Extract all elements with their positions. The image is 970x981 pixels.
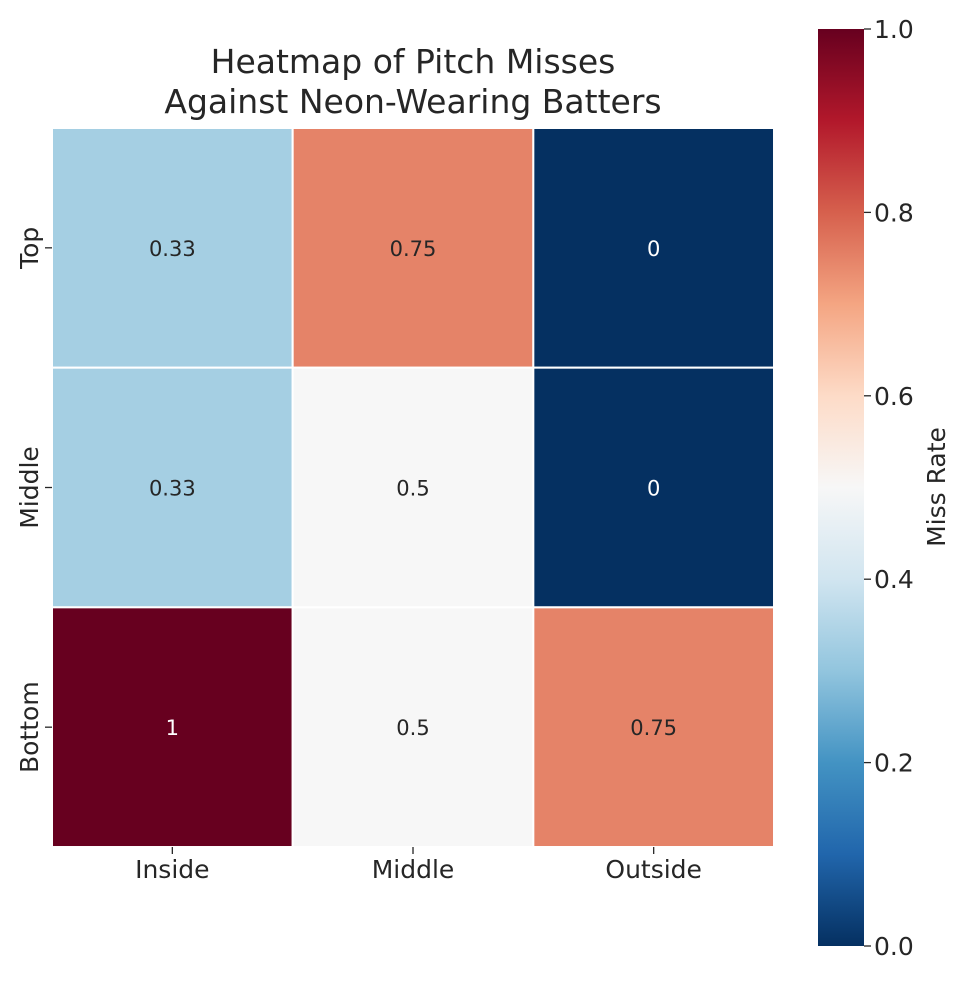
heatmap-cell <box>291 606 535 849</box>
x-tick-label: Inside <box>135 855 209 884</box>
heatmap-cell <box>291 127 535 369</box>
colorbar-scale <box>818 29 864 946</box>
cell-value-label: 0.33 <box>149 477 196 501</box>
cell-value-label: 0.75 <box>390 237 437 261</box>
cell-value-label: 1 <box>166 716 179 740</box>
colorbar-tick-label: 0.4 <box>874 565 914 594</box>
cell-value-label: 0.75 <box>630 716 677 740</box>
cell-value-label: 0.5 <box>396 716 429 740</box>
colorbar-label: Miss Rate <box>922 427 951 547</box>
y-tick-label: Bottom <box>15 681 44 773</box>
colorbar-tick-label: 0.0 <box>874 932 914 961</box>
colorbar-tick-label: 0.8 <box>874 198 914 227</box>
y-tick-label: Middle <box>15 446 44 529</box>
colorbar: 0.0 0.2 0.4 0.6 0.8 1.0 Miss Rate <box>818 15 951 961</box>
colorbar-tick-label: 1.0 <box>874 15 914 44</box>
chart-title-line-1: Heatmap of Pitch Misses <box>211 42 616 81</box>
cell-value-label: 0 <box>647 237 660 261</box>
x-tick-label: Outside <box>605 855 702 884</box>
heatmap-cell <box>532 127 776 369</box>
y-tick-label: Top <box>15 227 44 270</box>
x-tick-label: Middle <box>372 855 455 884</box>
chart-title-line-2: Against Neon-Wearing Batters <box>164 82 661 121</box>
heatmap-cell <box>532 366 776 609</box>
heatmap-cell <box>51 366 294 609</box>
heatmap-cell-labels: 0.33 0.75 0 0.33 0.5 0 1 0.5 0.75 <box>149 237 677 740</box>
cell-value-label: 0.33 <box>149 237 196 261</box>
heatmap-cell <box>291 366 535 609</box>
colorbar-ticks: 0.0 0.2 0.4 0.6 0.8 1.0 <box>864 15 914 961</box>
colorbar-tick-label: 0.6 <box>874 382 914 411</box>
colorbar-tick-label: 0.2 <box>874 749 914 778</box>
heatmap-cell <box>51 127 294 369</box>
cell-value-label: 0 <box>647 477 660 501</box>
y-axis: Top Middle Bottom <box>15 227 52 773</box>
x-axis: Inside Middle Outside <box>135 847 702 884</box>
heatmap-cells <box>51 127 776 849</box>
cell-value-label: 0.5 <box>396 477 429 501</box>
